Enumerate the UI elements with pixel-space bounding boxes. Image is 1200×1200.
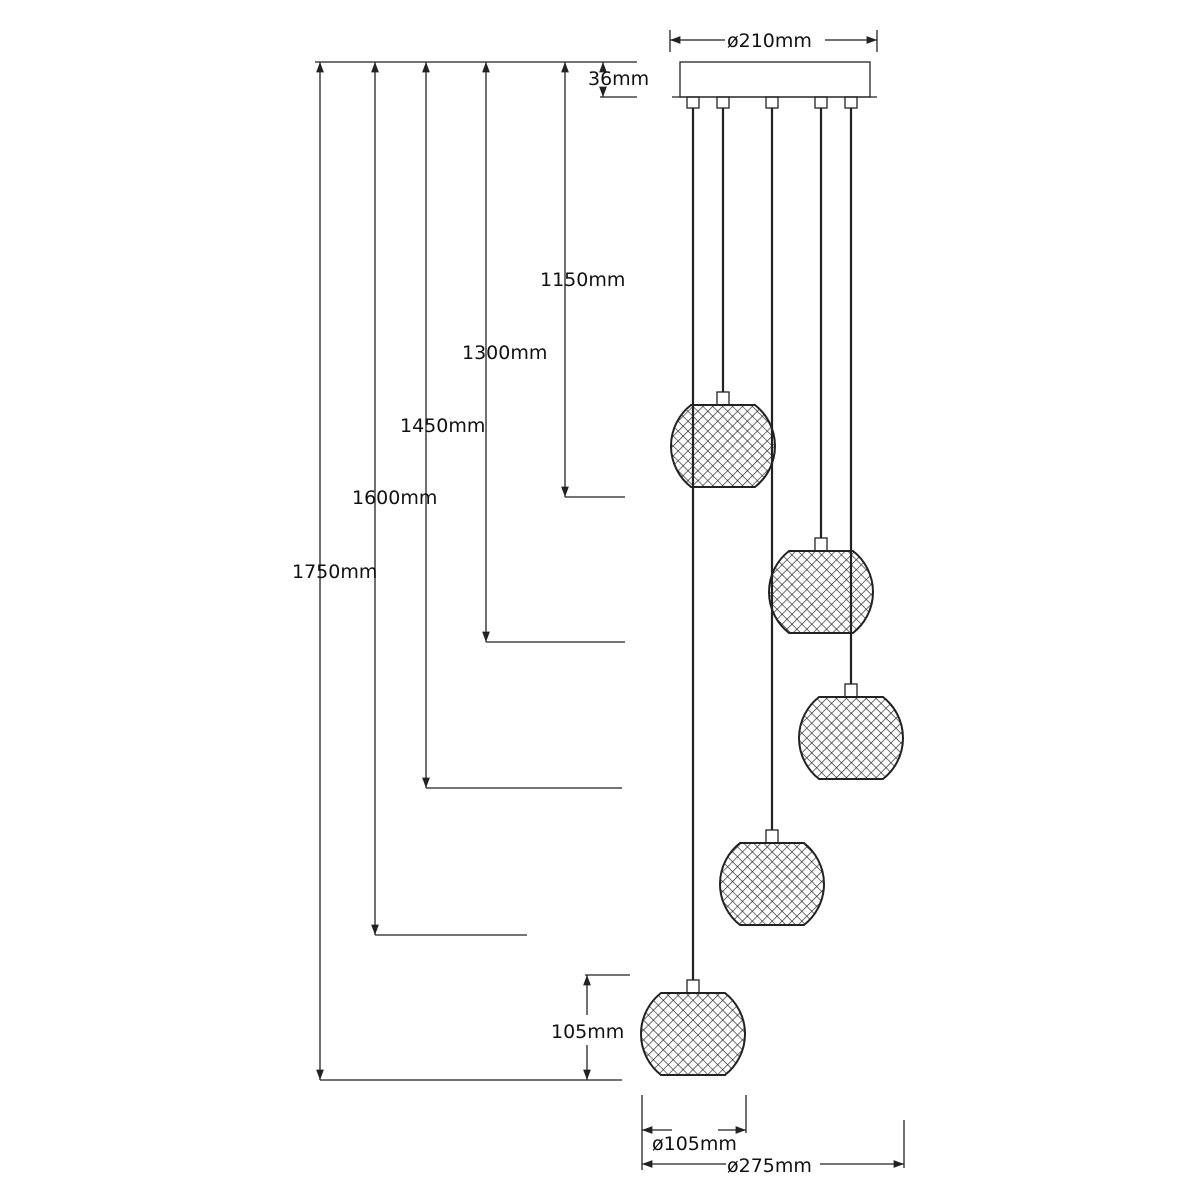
mesh-globe	[670, 404, 776, 488]
overall-diameter-dimension: ø275mm	[642, 1120, 905, 1177]
shade-cap	[716, 391, 730, 406]
pendants	[640, 96, 904, 1076]
drop-1450-label: 1450mm	[400, 415, 485, 437]
canopy-height-dimension: 36mm	[588, 62, 649, 98]
drop-1600-label: 1600mm	[352, 487, 437, 509]
mesh-globe	[798, 696, 904, 780]
drop-dimensions: 1750mm 1600mm 1450mm 1300mm 1150mm	[292, 61, 637, 1081]
ceiling-canopy	[672, 61, 877, 98]
mesh-globe	[768, 550, 874, 634]
socket	[844, 96, 858, 109]
drop-1750-label: 1750mm	[292, 561, 377, 583]
socket	[814, 96, 828, 109]
canopy-diameter-label: ø210mm	[727, 30, 812, 52]
drop-1300-label: 1300mm	[462, 342, 547, 364]
pendant-shade	[768, 96, 874, 634]
canopy-diameter-dimension: ø210mm	[669, 30, 878, 52]
shade-height-label: 105mm	[551, 1021, 624, 1043]
shade-diameter-label: ø105mm	[652, 1133, 737, 1155]
shade-cap	[686, 979, 700, 994]
pendant-shade	[719, 96, 825, 926]
mesh-globe	[640, 992, 746, 1076]
pendant-shade	[798, 96, 904, 780]
socket	[716, 96, 730, 109]
socket	[765, 96, 779, 109]
overall-diameter-label: ø275mm	[727, 1155, 812, 1177]
mesh-globe	[719, 842, 825, 926]
canopy-height-label: 36mm	[588, 68, 649, 90]
shade-cap	[844, 683, 858, 698]
shade-diameter-dimension: ø105mm	[641, 1095, 747, 1170]
pendant-shade	[640, 96, 746, 1076]
pendant-shade	[670, 96, 776, 488]
shade-cap	[814, 537, 828, 552]
shade-cap	[765, 829, 779, 844]
drop-1150-label: 1150mm	[540, 269, 625, 291]
socket	[686, 96, 700, 109]
shade-height-dimension: 105mm	[551, 974, 630, 1080]
